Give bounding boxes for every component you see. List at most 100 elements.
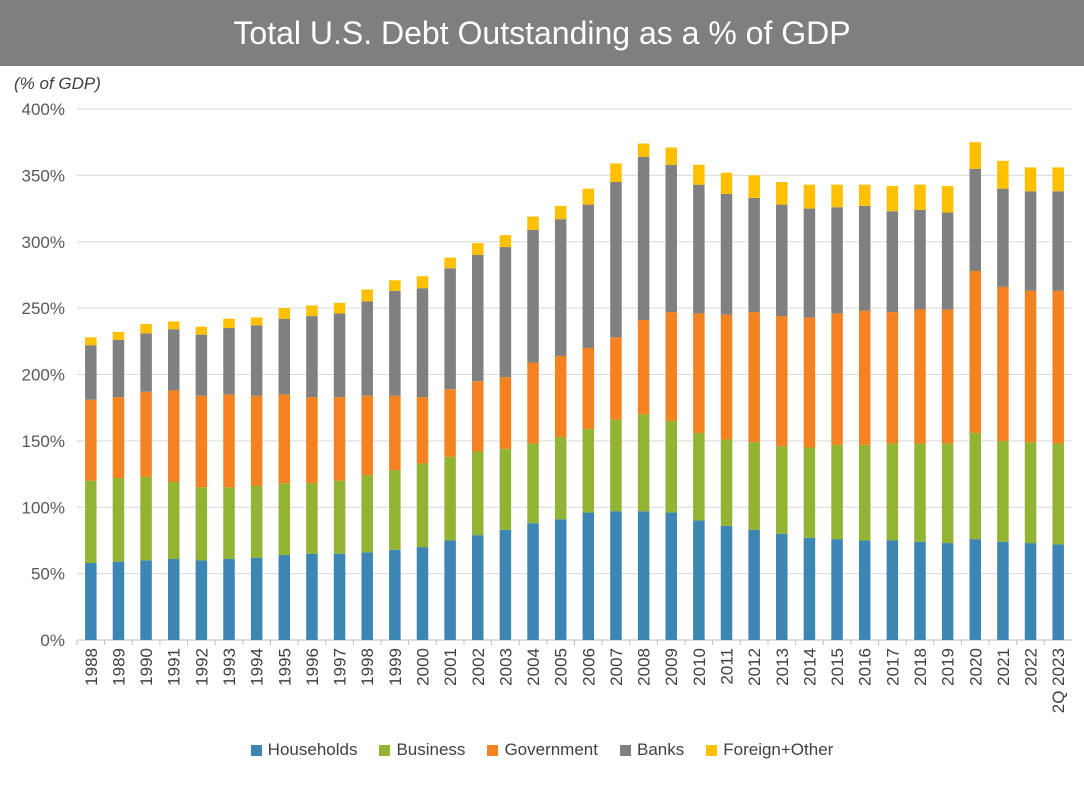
bar-households <box>803 537 816 640</box>
bar-business <box>527 443 539 524</box>
x-tick-label: 2006 <box>579 648 598 686</box>
bar-foreign-other <box>223 318 235 329</box>
bar-banks <box>223 328 235 395</box>
bar-business <box>250 486 263 558</box>
bar-households <box>831 539 843 640</box>
bar-government <box>720 314 733 440</box>
legend-label: Government <box>504 740 598 759</box>
legend-swatch <box>379 744 391 756</box>
x-tick-label: 2004 <box>524 648 543 686</box>
x-tick-label: 1999 <box>386 648 405 686</box>
bar-banks <box>389 290 401 396</box>
bar-government <box>886 312 899 444</box>
bar-foreign-other <box>306 305 318 317</box>
bar-banks <box>85 345 97 400</box>
bar-foreign-other <box>831 184 843 208</box>
bar-government <box>831 313 843 445</box>
x-tick-label: 2020 <box>966 648 985 686</box>
bar-business <box>554 436 567 520</box>
x-tick-label: 2010 <box>690 648 709 686</box>
x-tick-label: 2000 <box>413 648 432 686</box>
bar-households <box>1052 544 1064 640</box>
bar-foreign-other <box>167 321 180 330</box>
bar-banks <box>333 313 346 398</box>
x-tick-label: 2017 <box>883 648 902 686</box>
bar-households <box>527 523 539 640</box>
bar-government <box>85 399 97 481</box>
y-axis-label: (% of GDP) <box>14 74 101 93</box>
bar-business <box>278 483 291 556</box>
y-tick-label: 50% <box>31 565 65 584</box>
bar-foreign-other <box>1024 167 1037 192</box>
bar-government <box>167 390 180 483</box>
bar-government <box>914 309 926 444</box>
bar-government <box>969 270 982 433</box>
y-tick-label: 300% <box>22 233 65 252</box>
bar-banks <box>1024 191 1037 291</box>
bar-banks <box>472 255 484 382</box>
bar-households <box>886 540 899 640</box>
x-tick-label: 2009 <box>662 648 681 686</box>
x-tick-label: 1992 <box>192 648 211 686</box>
x-tick-label: 2005 <box>552 648 571 686</box>
bar-banks <box>720 193 733 315</box>
bar-government <box>278 394 291 484</box>
bar-government <box>637 320 650 415</box>
x-tick-label: 2Q 2023 <box>1049 648 1068 713</box>
bar-government <box>1024 290 1037 443</box>
bar-business <box>444 456 456 541</box>
bar-banks <box>527 229 539 363</box>
bar-banks <box>499 247 512 378</box>
bar-foreign-other <box>140 324 152 334</box>
bar-households <box>389 549 401 640</box>
bar-households <box>1024 543 1037 640</box>
x-tick-label: 2003 <box>496 648 515 686</box>
bar-business <box>914 443 926 542</box>
bar-households <box>278 555 291 640</box>
bar-households <box>250 557 263 640</box>
x-tick-label: 2007 <box>607 648 626 686</box>
bar-banks <box>250 325 263 396</box>
bar-households <box>499 529 512 640</box>
x-tick-label: 2016 <box>856 648 875 686</box>
bar-households <box>472 535 484 640</box>
y-tick-label: 250% <box>22 299 65 318</box>
bar-business <box>167 482 180 560</box>
bar-foreign-other <box>195 326 208 335</box>
bar-foreign-other <box>858 184 871 206</box>
bar-households <box>333 553 346 640</box>
bar-foreign-other <box>776 182 788 205</box>
x-tick-label: 1989 <box>109 648 128 686</box>
bar-households <box>969 539 982 640</box>
bar-banks <box>969 168 982 271</box>
bar-government <box>416 397 429 464</box>
x-tick-label: 2021 <box>994 648 1013 686</box>
bar-households <box>914 541 926 640</box>
bar-business <box>472 451 484 536</box>
bar-business <box>333 480 346 554</box>
bar-government <box>527 362 539 444</box>
bar-government <box>941 309 954 444</box>
x-tick-label: 2002 <box>469 648 488 686</box>
bar-business <box>637 414 650 512</box>
bar-foreign-other <box>693 164 705 185</box>
bar-business <box>776 446 788 534</box>
bar-business <box>85 480 97 564</box>
bar-government <box>1052 290 1064 444</box>
bar-households <box>858 540 871 640</box>
x-tick-label: 2012 <box>745 648 764 686</box>
legend-item: Business <box>379 740 465 760</box>
bar-households <box>416 547 429 640</box>
bar-business <box>831 444 843 540</box>
bar-business <box>223 487 235 560</box>
bar-banks <box>665 164 677 313</box>
bar-households <box>140 560 152 640</box>
legend-swatch <box>487 744 499 756</box>
bar-government <box>858 310 871 445</box>
bar-business <box>195 487 208 561</box>
bar-foreign-other <box>914 184 926 210</box>
x-tick-label: 1995 <box>275 648 294 686</box>
bar-banks <box>748 197 760 313</box>
bar-foreign-other <box>969 142 982 169</box>
legend-swatch <box>619 744 631 756</box>
